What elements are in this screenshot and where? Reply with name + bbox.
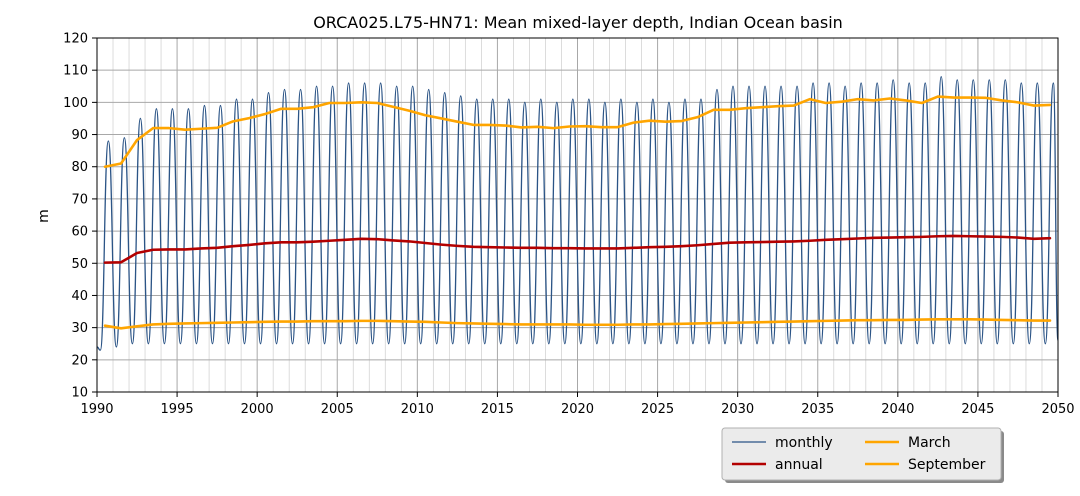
y-tick-label: 40 (71, 289, 88, 304)
y-tick-label: 120 (63, 32, 88, 47)
annual-series-line (103, 234, 1052, 264)
x-tick-label: 2005 (321, 402, 354, 417)
legend-label-march: March (908, 435, 951, 451)
y-tick-label: 110 (63, 64, 88, 79)
legend-label-annual: annual (775, 457, 823, 473)
x-tick-label: 1990 (80, 402, 113, 417)
y-tick-label: 20 (71, 353, 88, 368)
september-series-line (103, 95, 1052, 169)
y-tick-label: 100 (63, 96, 88, 111)
x-tick-label: 2020 (561, 402, 594, 417)
x-tick-label: 2015 (481, 402, 514, 417)
x-tick-label: 2000 (241, 402, 274, 417)
x-tick-label: 2050 (1041, 402, 1074, 417)
monthly-series-line (96, 75, 1059, 351)
y-tick-label: 60 (71, 225, 88, 240)
axis-ticks: 1990 1995 2000 2005 2010 2015 2020 2025 2030 2035… (63, 32, 1074, 418)
legend-label-september: September (908, 457, 986, 473)
march-series-line (103, 317, 1052, 330)
y-tick-label: 90 (71, 128, 88, 143)
x-tick-label: 2025 (641, 402, 674, 417)
y-axis-label: m (36, 209, 52, 223)
x-tick-label: 2040 (881, 402, 914, 417)
y-tick-label: 10 (71, 386, 88, 401)
plot-series (96, 75, 1059, 351)
x-tick-label: 2035 (801, 402, 834, 417)
chart-title: ORCA025.L75-HN71: Mean mixed-layer depth… (313, 13, 843, 32)
x-tick-label: 2030 (721, 402, 754, 417)
y-tick-label: 70 (71, 192, 88, 207)
x-tick-label: 1995 (161, 402, 194, 417)
legend-box (721, 427, 1002, 481)
legend: monthly annual March September (721, 427, 1004, 483)
x-tick-label: 2045 (961, 402, 994, 417)
x-tick-label: 2010 (401, 402, 434, 417)
y-tick-label: 80 (71, 160, 88, 175)
y-tick-label: 30 (71, 321, 88, 336)
y-tick-label: 50 (71, 257, 88, 272)
legend-label-monthly: monthly (775, 435, 833, 451)
